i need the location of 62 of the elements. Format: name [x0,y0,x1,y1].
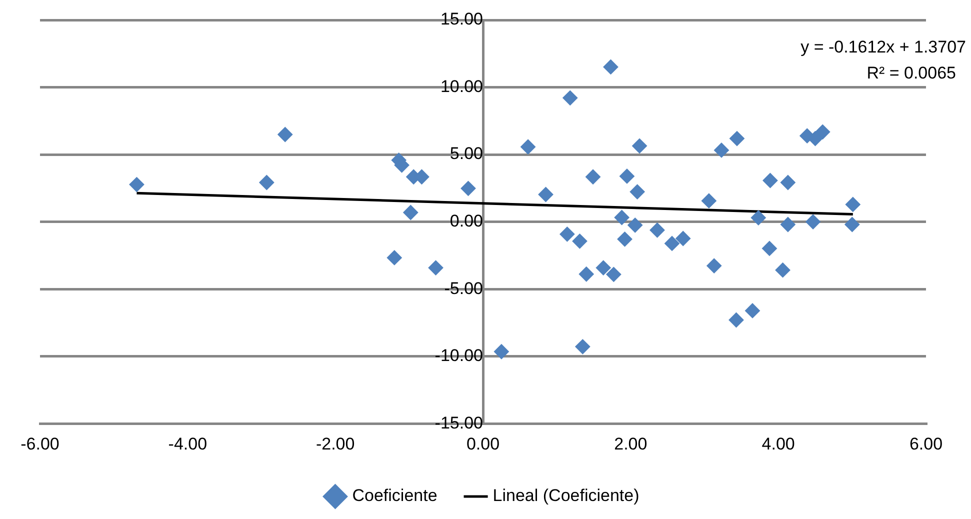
annotation: R² = 0.0065 [866,64,956,83]
point [744,303,760,318]
point [575,339,590,354]
legend-label: Coeficiente [352,486,438,506]
y-tick-label: 15.00 [440,10,483,29]
point [606,266,622,282]
point [628,218,643,233]
point [572,234,588,249]
point [403,205,418,220]
y-tick-label: -15.00 [434,413,483,432]
point [603,59,618,74]
x-tick-label: -4.00 [168,434,208,454]
point [630,184,645,200]
point [538,186,554,202]
point [586,169,601,184]
point [706,258,722,274]
point [762,173,778,188]
point [578,266,594,282]
point [780,175,796,190]
point [815,124,830,140]
point [780,216,796,232]
legend-label: Lineal (Coeficiente) [492,486,640,506]
point [729,131,744,146]
point [619,168,634,184]
point [750,210,766,226]
point [129,177,144,192]
x-tick-label: -6.00 [20,434,60,454]
point [614,210,630,225]
x-tick-label: -2.00 [316,434,355,454]
y-tick-label: -10.00 [434,346,483,366]
y-tick-label: 10.00 [440,76,483,96]
point [596,260,611,276]
point [460,180,476,196]
point [560,226,575,242]
point [844,216,860,232]
point [617,232,632,247]
point [386,250,402,266]
point [428,260,444,276]
point [664,236,680,251]
x-tick-label: 4.00 [762,434,795,454]
point [676,230,691,246]
x-tick-label: 6.00 [909,434,943,454]
point [775,262,790,278]
point [632,138,648,154]
y-tick-label: -5.00 [444,278,483,298]
point [650,222,665,238]
x-tick-label: 2.00 [614,434,648,454]
point [520,139,536,154]
point [701,193,716,208]
y-tick-label: 0.00 [450,211,483,230]
point [714,142,729,158]
point [728,312,744,328]
point [562,90,578,106]
point [806,214,821,230]
annotation: y = -0.1612x + 1.3707 [800,38,966,57]
point [845,196,860,212]
point [762,240,777,256]
point [259,175,274,190]
point [494,344,509,360]
x-tick-label: 0.00 [466,434,500,454]
point [278,126,293,142]
y-tick-label: 5.00 [450,144,483,164]
